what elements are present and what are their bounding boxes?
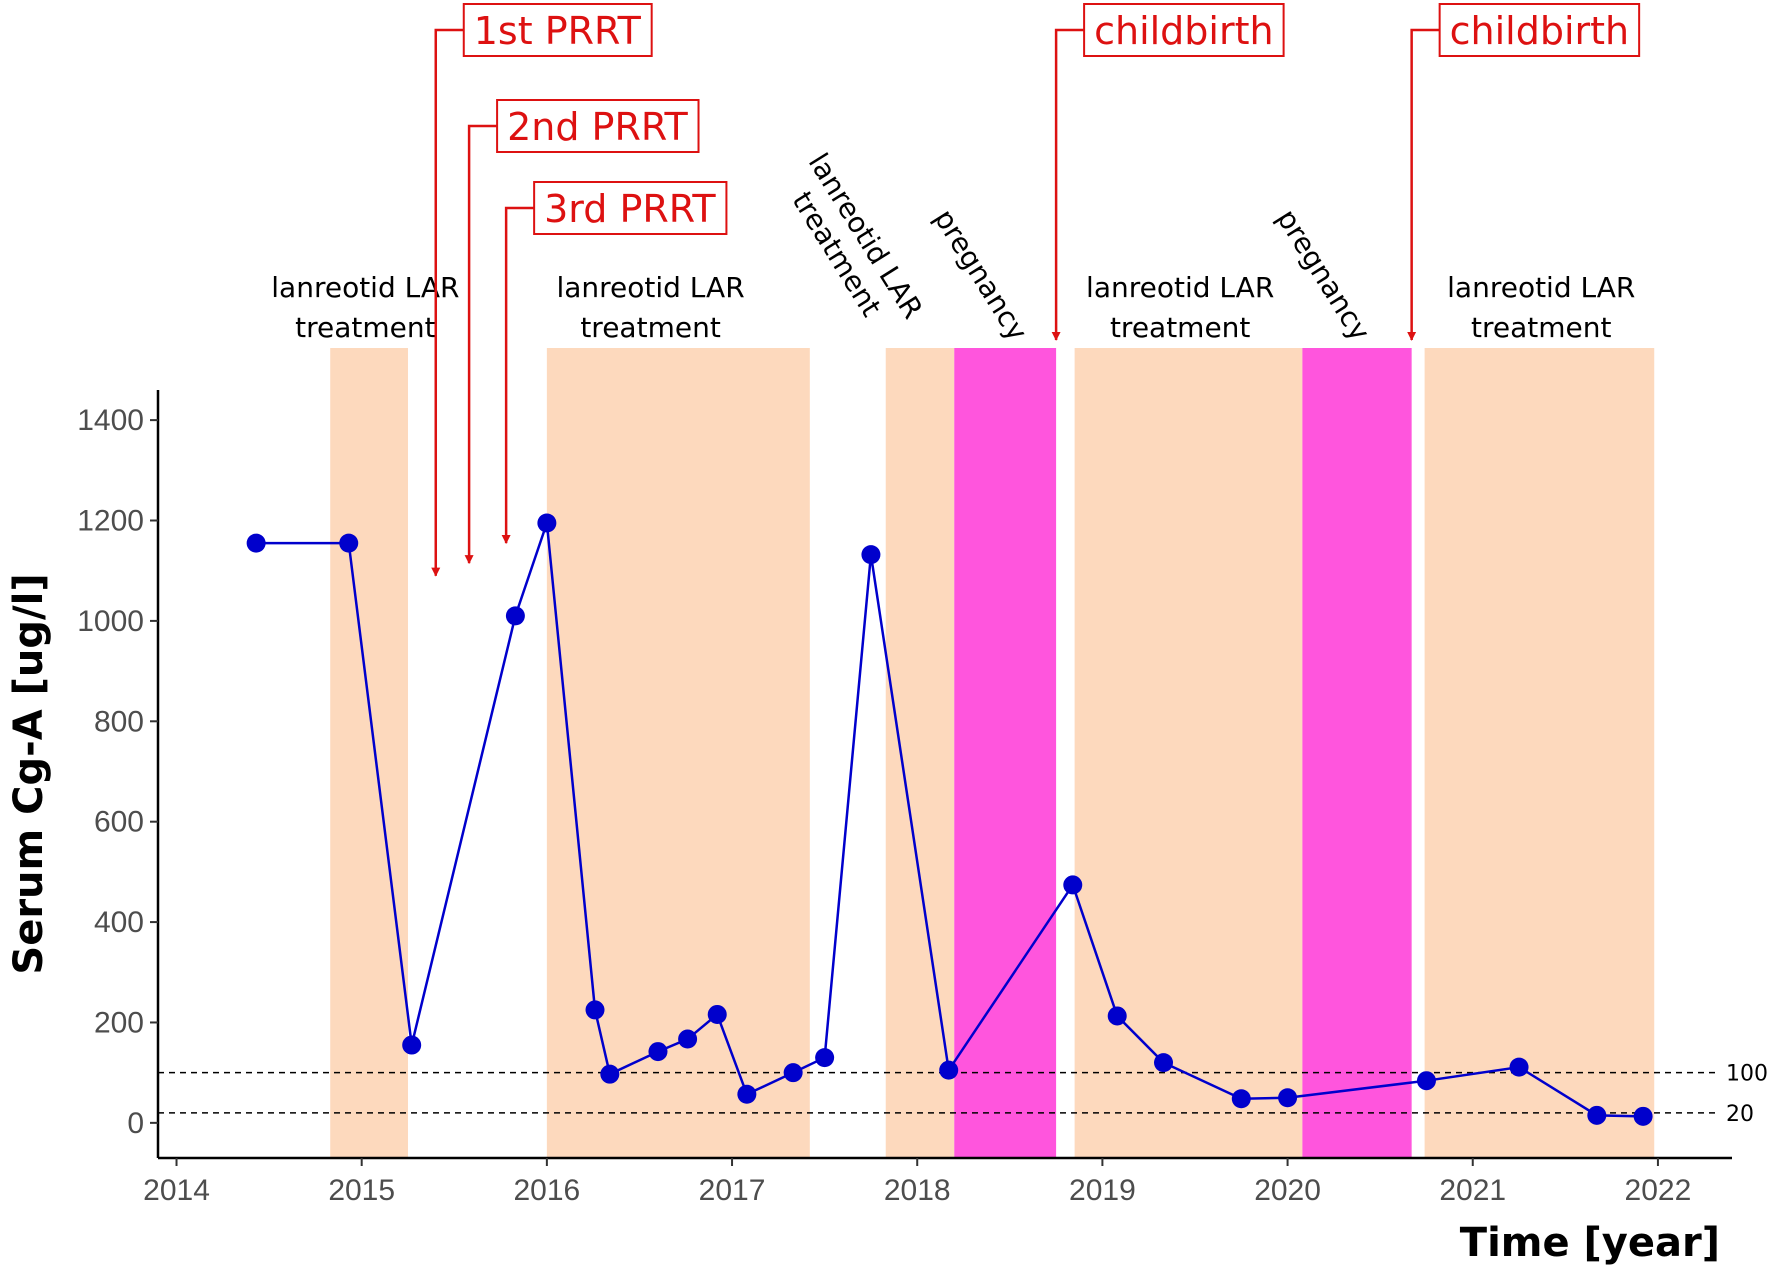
period-label-0-line-1: treatment xyxy=(295,311,435,344)
data-point-13 xyxy=(861,545,881,565)
data-point-23 xyxy=(1633,1106,1653,1126)
event-label-1: 2nd PRRT xyxy=(507,105,688,149)
x-tick-label-2018: 2018 xyxy=(884,1174,951,1207)
data-point-20 xyxy=(1416,1071,1436,1091)
period-labels: lanreotid LAR treatment lanreotid LAR treat… xyxy=(271,147,1635,346)
event-box-1 xyxy=(496,99,700,153)
data-point-8 xyxy=(678,1029,698,1049)
reference-lines: 100 20 xyxy=(158,1062,1768,1127)
event-box-4 xyxy=(1438,3,1641,57)
event-box-0 xyxy=(462,3,653,57)
event-label-0: 1st PRRT xyxy=(474,9,642,53)
data-point-11 xyxy=(783,1063,803,1083)
treatment-band-6 xyxy=(1424,348,1655,1158)
data-point-5 xyxy=(585,1000,605,1020)
reference-label-100: 100 xyxy=(1726,1062,1768,1087)
x-tick-label-2017: 2017 xyxy=(699,1174,766,1207)
event-label-4: childbirth xyxy=(1450,9,1630,53)
period-label-4: lanreotid LAR treatment xyxy=(1086,271,1274,344)
period-label-3-line-0: pregnancy xyxy=(928,203,1035,346)
treatment-band-1 xyxy=(546,348,810,1158)
y-tick-label-200: 200 xyxy=(94,1006,144,1039)
event-arrow-2 xyxy=(501,206,535,544)
x-axis-title: Time [year] xyxy=(1460,1220,1720,1266)
axes xyxy=(156,390,1732,1160)
period-label-1-line-1: treatment xyxy=(580,311,720,344)
period-label-1-line-0: lanreotid LAR xyxy=(556,271,744,304)
data-series xyxy=(246,513,1653,1126)
data-point-0 xyxy=(246,533,266,553)
period-label-6: lanreotid LAR treatment xyxy=(1447,271,1635,344)
event-box-2 xyxy=(533,181,728,235)
data-point-19 xyxy=(1278,1088,1298,1108)
event-box-3 xyxy=(1083,3,1285,57)
period-label-5: pregnancy xyxy=(1270,203,1377,346)
data-point-2 xyxy=(402,1035,422,1055)
event-label-2: 3rd PRRT xyxy=(544,187,716,231)
x-tick-label-2019: 2019 xyxy=(1069,1174,1136,1207)
data-point-4 xyxy=(537,513,557,533)
data-point-16 xyxy=(1107,1006,1127,1026)
x-tick-label-2016: 2016 xyxy=(513,1174,580,1207)
event-arrow-3 xyxy=(1051,28,1085,341)
treatment-band-4 xyxy=(1074,348,1303,1158)
y-tick-label-0: 0 xyxy=(127,1107,144,1140)
pregnancy-band-5 xyxy=(1302,348,1412,1158)
period-label-0: lanreotid LAR treatment xyxy=(271,271,459,344)
period-label-4-line-1: treatment xyxy=(1110,311,1250,344)
event-label-3: childbirth xyxy=(1094,9,1274,53)
axis-ticks: 2014 2015 2016 2017 2018 2019 2020 2021 2022 0 200… xyxy=(77,404,1691,1207)
data-point-12 xyxy=(815,1048,835,1068)
event-arrow-4 xyxy=(1407,28,1440,341)
treatment-band-0 xyxy=(330,348,408,1158)
data-point-22 xyxy=(1587,1105,1607,1125)
period-label-3: pregnancy xyxy=(928,203,1035,346)
data-point-3 xyxy=(505,606,525,626)
x-tick-label-2015: 2015 xyxy=(328,1174,395,1207)
data-point-17 xyxy=(1154,1053,1174,1073)
series-line-0 xyxy=(256,522,1644,1118)
pregnancy-band-3 xyxy=(954,348,1057,1158)
period-label-6-line-0: lanreotid LAR xyxy=(1447,271,1635,304)
y-tick-label-800: 800 xyxy=(94,705,144,738)
x-tick-label-2021: 2021 xyxy=(1439,1174,1506,1207)
period-bands xyxy=(330,348,1655,1158)
y-tick-label-400: 400 xyxy=(94,906,144,939)
y-tick-label-600: 600 xyxy=(94,806,144,839)
period-label-5-line-0: pregnancy xyxy=(1270,203,1377,346)
data-point-14 xyxy=(939,1060,959,1080)
period-label-4-line-0: lanreotid LAR xyxy=(1086,271,1274,304)
data-point-10 xyxy=(737,1084,757,1104)
data-point-15 xyxy=(1063,875,1083,895)
data-point-21 xyxy=(1509,1057,1529,1077)
data-point-1 xyxy=(339,533,359,553)
event-arrow-0 xyxy=(431,28,464,577)
data-point-18 xyxy=(1231,1089,1251,1109)
x-tick-label-2014: 2014 xyxy=(143,1174,210,1207)
period-label-2: lanreotid LARtreatment xyxy=(773,147,930,342)
period-label-0-line-0: lanreotid LAR xyxy=(271,271,459,304)
data-point-7 xyxy=(648,1042,668,1062)
y-tick-label-1200: 1200 xyxy=(77,505,144,538)
period-label-6-line-1: treatment xyxy=(1471,311,1611,344)
period-label-1: lanreotid LAR treatment xyxy=(556,271,744,344)
event-annotations: 1st PRRT 2nd PRRT 3rd PRRT childbirth childb… xyxy=(431,3,1641,577)
x-tick-label-2022: 2022 xyxy=(1625,1174,1692,1207)
reference-label-20: 20 xyxy=(1726,1102,1754,1127)
data-point-6 xyxy=(600,1064,620,1084)
y-tick-label-1400: 1400 xyxy=(77,404,144,437)
y-tick-label-1000: 1000 xyxy=(77,605,144,638)
data-point-9 xyxy=(707,1004,727,1024)
event-arrow-1 xyxy=(464,124,498,565)
x-tick-label-2020: 2020 xyxy=(1254,1174,1321,1207)
y-axis-title: Serum Cg-A [ug/l] xyxy=(6,573,52,974)
